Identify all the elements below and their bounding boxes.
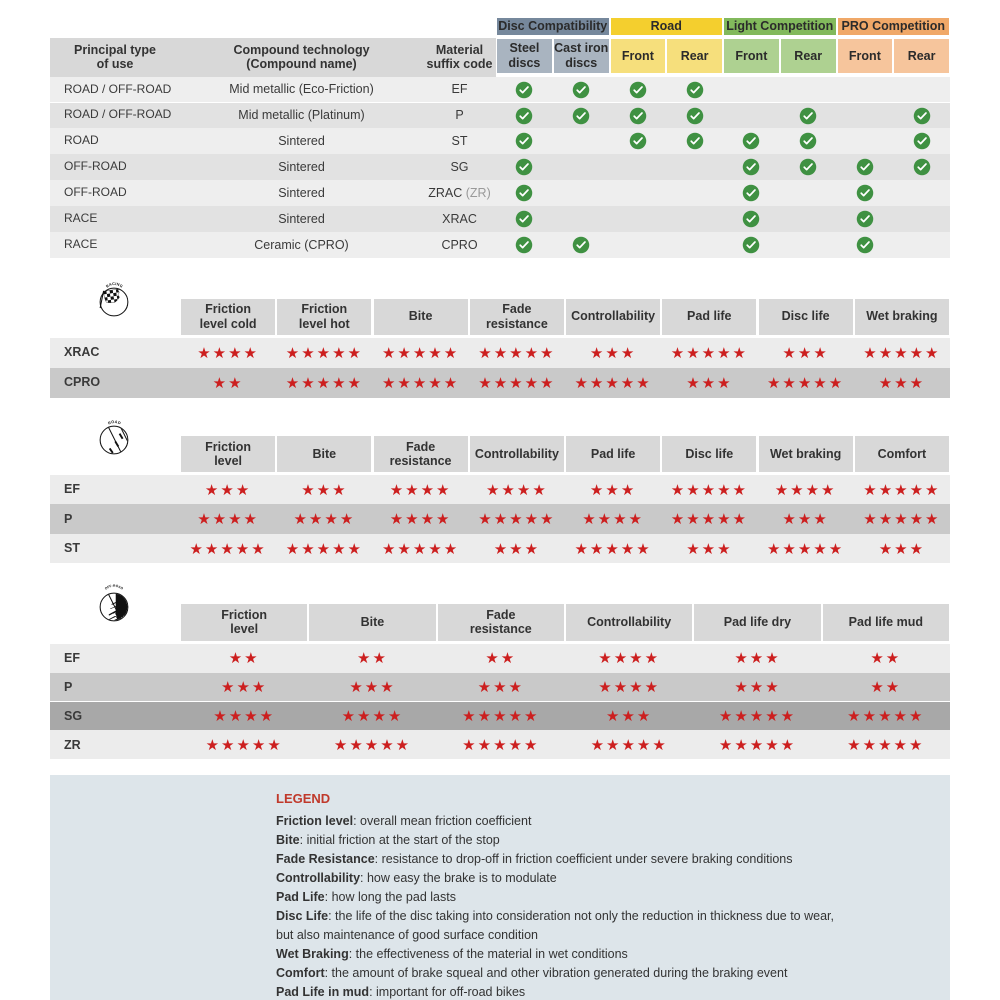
svg-text:ROAD: ROAD	[107, 420, 121, 426]
svg-text:OFF-ROAD: OFF-ROAD	[104, 584, 125, 591]
